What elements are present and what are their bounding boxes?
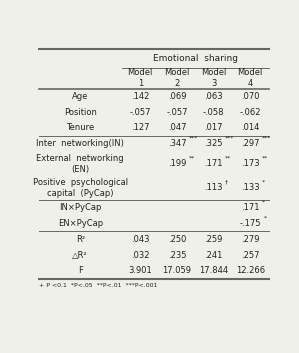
Text: .070: .070 [241,92,260,101]
Text: ***: *** [188,135,198,140]
Text: .250: .250 [168,235,186,244]
Text: **: ** [262,155,268,160]
Text: .047: .047 [168,123,186,132]
Text: 17.059: 17.059 [162,266,191,275]
Text: △R²: △R² [72,251,88,259]
Text: *: * [262,200,265,205]
Text: IN×PyCap: IN×PyCap [59,203,101,213]
Text: EN×PyCap: EN×PyCap [58,219,103,228]
Text: .297: .297 [241,139,260,148]
Text: Emotional  sharing: Emotional sharing [153,54,238,63]
Text: .171: .171 [205,159,223,168]
Text: -.057: -.057 [129,108,151,116]
Text: .173: .173 [241,159,260,168]
Text: .127: .127 [131,123,150,132]
Text: 3.901: 3.901 [128,266,152,275]
Text: .017: .017 [205,123,223,132]
Text: .199: .199 [168,159,186,168]
Text: .069: .069 [168,92,186,101]
Text: .325: .325 [205,139,223,148]
Text: 17.844: 17.844 [199,266,228,275]
Text: Inter  networking(IN): Inter networking(IN) [36,139,124,148]
Text: ***: *** [225,135,234,140]
Text: F: F [78,266,83,275]
Text: External  networking
(EN): External networking (EN) [36,154,124,174]
Text: .043: .043 [131,235,150,244]
Text: .142: .142 [131,92,150,101]
Text: *: * [262,180,265,185]
Text: .063: .063 [204,92,223,101]
Text: Position: Position [64,108,97,116]
Text: †: † [225,180,228,185]
Text: 12.266: 12.266 [236,266,265,275]
Text: Model
4: Model 4 [238,68,263,88]
Text: -.175: -.175 [239,219,261,228]
Text: **: ** [225,155,231,160]
Text: .032: .032 [131,251,150,259]
Text: ***: *** [262,135,271,140]
Text: .259: .259 [205,235,223,244]
Text: .113: .113 [205,184,223,192]
Text: .279: .279 [241,235,260,244]
Text: -.057: -.057 [166,108,188,116]
Text: -.058: -.058 [203,108,224,116]
Text: .014: .014 [241,123,260,132]
Text: Tenure: Tenure [66,123,94,132]
Text: Model
2: Model 2 [164,68,190,88]
Text: .133: .133 [241,184,260,192]
Text: Age: Age [72,92,89,101]
Text: **: ** [188,155,195,160]
Text: Model
1: Model 1 [128,68,153,88]
Text: .257: .257 [241,251,260,259]
Text: Positive  psychological
capital  (PyCap): Positive psychological capital (PyCap) [33,178,128,198]
Text: .241: .241 [205,251,223,259]
Text: .171: .171 [241,203,260,213]
Text: *: * [264,215,267,220]
Text: .235: .235 [168,251,186,259]
Text: .347: .347 [168,139,186,148]
Text: -.062: -.062 [239,108,261,116]
Text: R²: R² [76,235,85,244]
Text: Model
3: Model 3 [201,68,226,88]
Text: + P <0.1  *P<.05  **P<.01  ***P<.001: + P <0.1 *P<.05 **P<.01 ***P<.001 [39,283,157,288]
